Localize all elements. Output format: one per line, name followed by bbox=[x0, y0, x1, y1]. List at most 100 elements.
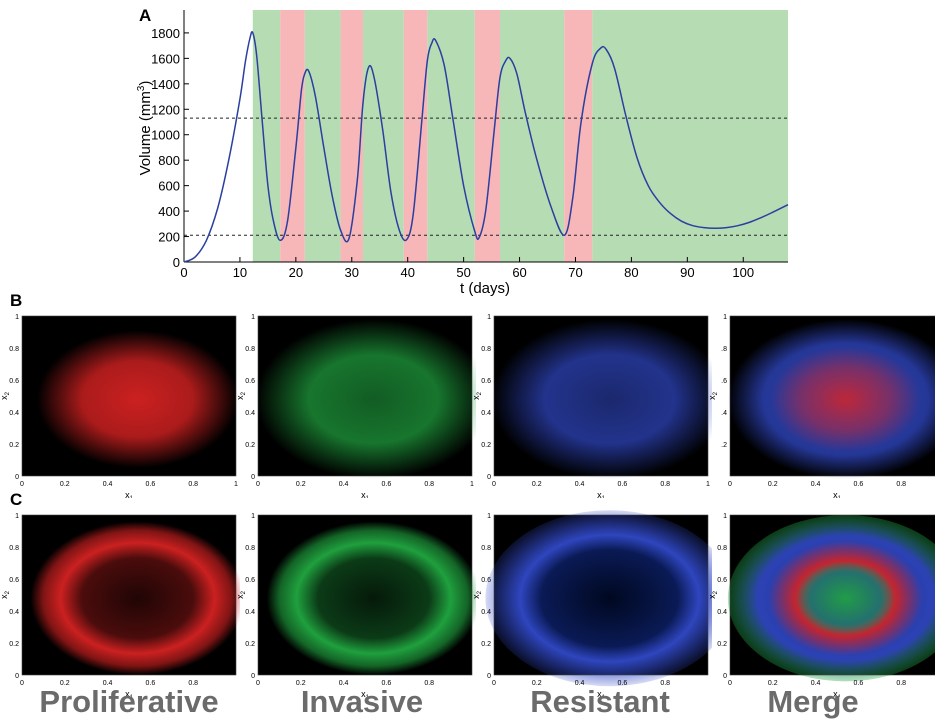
heatmap-y-axis-label: x2 bbox=[236, 391, 247, 400]
heatmap-x-tick-label-1: 0.2 bbox=[296, 680, 306, 687]
heatmap-y-tick-label-2: 0.4 bbox=[245, 410, 255, 417]
heatmap-y-tick-label-1: 0.2 bbox=[9, 641, 19, 648]
heatmap-frame bbox=[21, 514, 237, 676]
heatmap-x-axis-label: x1 bbox=[361, 490, 370, 498]
treatment-bands bbox=[252, 10, 788, 262]
heatmap-c-merge: 0 0.2 0.4 0.6 0.8 0 0.2 0.4 0.6 0.8 1 x1 x2 bbox=[708, 513, 935, 697]
heatmap-frame bbox=[729, 514, 935, 676]
heatmap-x-tick-label-2: 0.4 bbox=[811, 481, 821, 488]
x-tick-label-2: 20 bbox=[289, 265, 303, 280]
heatmap-x-tick-label-2: 0.4 bbox=[575, 481, 585, 488]
heatmap-x-tick-label-5: 1 bbox=[706, 481, 710, 488]
y-tick-label-4: 800 bbox=[158, 153, 180, 168]
heatmap-y-tick-label-0: 0 bbox=[251, 474, 255, 481]
heatmap-x-axis-label: x1 bbox=[597, 689, 606, 697]
heatmap-x-tick-label-0: 0 bbox=[20, 481, 24, 488]
x-tick-label-0: 0 bbox=[180, 265, 187, 280]
x-tick-label-5: 50 bbox=[456, 265, 470, 280]
heatmap-x-tick-label-0: 0 bbox=[728, 481, 732, 488]
treatment-off-band-1 bbox=[340, 10, 363, 262]
heatmap-x-tick-label-3: 0.6 bbox=[382, 481, 392, 488]
heatmap-x-tick-label-5: 1 bbox=[470, 481, 474, 488]
label-invasive: Invasive bbox=[300, 684, 424, 719]
heatmap-x-tick-label-4: 0.8 bbox=[660, 680, 670, 687]
heatmap-x-tick-label-3: 0.6 bbox=[146, 680, 156, 687]
heatmap-y-tick-label-4: 0.8 bbox=[481, 545, 491, 552]
heatmap-x-tick-label-4: 0.8 bbox=[896, 481, 906, 488]
treatment-on-band-0 bbox=[252, 10, 281, 262]
x-tick-label-10: 100 bbox=[732, 265, 754, 280]
heatmap-y-tick-label-0: 0 bbox=[251, 673, 255, 680]
x-tick-label-6: 60 bbox=[512, 265, 526, 280]
heatmap-x-tick-label-0: 0 bbox=[492, 680, 496, 687]
heatmap-x-tick-label-1: 0.2 bbox=[60, 481, 70, 488]
heatmap-y-tick-label-2: 0.4 bbox=[481, 609, 491, 616]
heatmap-y-tick-label-5: 1 bbox=[251, 314, 255, 321]
heatmap-x-tick-label-2: 0.4 bbox=[103, 481, 113, 488]
heatmap-y-tick-label-4: 0.8 bbox=[9, 346, 19, 353]
heatmap-x-tick-label-4: 0.8 bbox=[896, 680, 906, 687]
treatment-off-band-3 bbox=[474, 10, 500, 262]
chart-axes: 0 200 400 600 800 1000 1200 1400 1600 1800 0 10 20 30… bbox=[151, 10, 788, 280]
heatmap-x-tick-label-4: 0.8 bbox=[188, 481, 198, 488]
heatmap-y-axis-label: x2 bbox=[472, 391, 483, 400]
volume-curve bbox=[183, 31, 789, 263]
heatmap-x-axis-label: x1 bbox=[125, 490, 134, 498]
heatmap-x-tick-label-1: 0.2 bbox=[296, 481, 306, 488]
heatmap-frame bbox=[257, 514, 473, 676]
heatmap-x-tick-label-5: 1 bbox=[234, 481, 238, 488]
heatmap-x-tick-label-3: 0.6 bbox=[146, 481, 156, 488]
heatmap-y-axis-label: x2 bbox=[708, 391, 719, 400]
treatment-on-band-3 bbox=[427, 10, 475, 262]
x-tick-label-1: 10 bbox=[233, 265, 247, 280]
density-ring bbox=[30, 521, 240, 675]
heatmap-x-tick-label-2: 0.4 bbox=[811, 680, 821, 687]
heatmap-x-tick-label-0: 0 bbox=[728, 680, 732, 687]
heatmap-x-tick-label-3: 0.6 bbox=[854, 481, 864, 488]
panel-letter-b: B bbox=[10, 291, 23, 310]
heatmap-c-proliferative: 0 0.2 0.4 0.6 0.8 0 0.2 0.4 0.6 0.8 1 x1 x2 bbox=[0, 513, 240, 697]
treatment-on-band-1 bbox=[304, 10, 341, 262]
heatmap-x-axis-label: x1 bbox=[125, 689, 134, 697]
heatmap-y-tick-label-2: 0.4 bbox=[245, 609, 255, 616]
heatmap-y-tick-label-0: 0 bbox=[487, 474, 491, 481]
heatmap-x-tick-label-4: 0.8 bbox=[660, 481, 670, 488]
y-tick-label-2: 400 bbox=[158, 204, 180, 219]
x-tick-label-9: 90 bbox=[680, 265, 694, 280]
heatmap-y-tick-label-2: 0.4 bbox=[717, 609, 727, 616]
x-tick-label-7: 70 bbox=[568, 265, 582, 280]
heatmap-y-axis-label: x2 bbox=[708, 590, 719, 599]
heatmap-y-tick-label-1: 0.2 bbox=[245, 641, 255, 648]
heatmap-x-tick-label-0: 0 bbox=[492, 481, 496, 488]
heatmap-x-tick-label-4: 0.8 bbox=[424, 680, 434, 687]
proliferative-ring bbox=[768, 540, 923, 656]
y-tick-label-0: 0 bbox=[173, 255, 180, 270]
y-axis-label-sup: 3 bbox=[136, 85, 147, 91]
heatmap-b-merge: 0 0.2 0.4 0.6 0.8 .2 .4 .6 .8 1 x1 x2 bbox=[708, 314, 935, 498]
heatmap-y-tick-label-0: 0 bbox=[487, 673, 491, 680]
heatmap-x-tick-label-4: 0.8 bbox=[188, 680, 198, 687]
heatmap-x-tick-label-0: 0 bbox=[20, 680, 24, 687]
x-tick-label-3: 30 bbox=[345, 265, 359, 280]
heatmap-y-axis-label: x2 bbox=[0, 590, 11, 599]
density-ring bbox=[485, 510, 712, 687]
heatmap-y-tick-label-3: .8 bbox=[721, 346, 727, 353]
y-tick-label-6: 1200 bbox=[151, 102, 180, 117]
treatment-off-band-2 bbox=[403, 10, 428, 262]
y-tick-label-7: 1400 bbox=[151, 77, 180, 92]
heatmap-x-tick-label-3: 0.6 bbox=[854, 680, 864, 687]
heatmap-x-tick-label-2: 0.4 bbox=[339, 680, 349, 687]
heatmap-y-tick-label-2: 0.4 bbox=[9, 410, 19, 417]
heatmap-y-tick-label-3: 0.6 bbox=[9, 577, 19, 584]
y-tick-label-9: 1800 bbox=[151, 26, 180, 41]
heatmap-x-axis-label: x1 bbox=[361, 689, 370, 697]
heatmap-y-tick-label-1: 0.2 bbox=[9, 442, 19, 449]
heatmap-x-tick-label-3: 0.6 bbox=[618, 481, 628, 488]
label-resistant: Resistant bbox=[530, 684, 670, 719]
heatmap-x-tick-label-3: 0.6 bbox=[382, 680, 392, 687]
heatmap-x-axis-label: x1 bbox=[833, 490, 842, 498]
heatmap-x-tick-label-1: 0.2 bbox=[532, 481, 542, 488]
heatmap-c-invasive: 0 0.2 0.4 0.6 0.8 0 0.2 0.4 0.6 0.8 1 x1 x2 bbox=[236, 513, 476, 697]
heatmap-y-tick-label-5: 1 bbox=[251, 513, 255, 520]
y-tick-label-3: 600 bbox=[158, 179, 180, 194]
